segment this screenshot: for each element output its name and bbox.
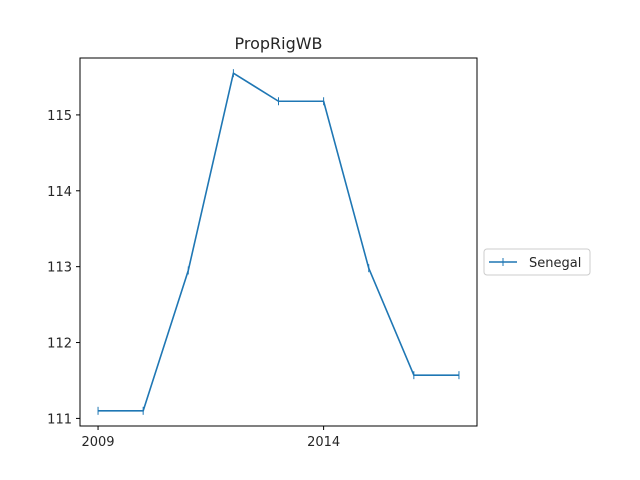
legend: Senegal	[483, 248, 591, 276]
chart-title: PropRigWB	[234, 34, 322, 53]
y-axis: 111 112 113 114 115	[47, 109, 80, 427]
legend-box	[483, 248, 591, 276]
y-tick-label-111: 111	[47, 412, 72, 427]
legend-label-senegal: Senegal	[529, 256, 581, 271]
y-tick-label-113: 113	[47, 261, 72, 276]
y-tick-label-114: 114	[47, 185, 72, 200]
y-tick-label-115: 115	[47, 109, 72, 124]
x-tick-label-2014: 2014	[307, 435, 340, 450]
y-tick-label-112: 112	[47, 337, 72, 352]
series-layer	[97, 69, 460, 415]
x-axis: 2009 2014	[81, 426, 340, 450]
x-tick-label-2009: 2009	[81, 435, 114, 450]
plot-area	[79, 57, 478, 427]
